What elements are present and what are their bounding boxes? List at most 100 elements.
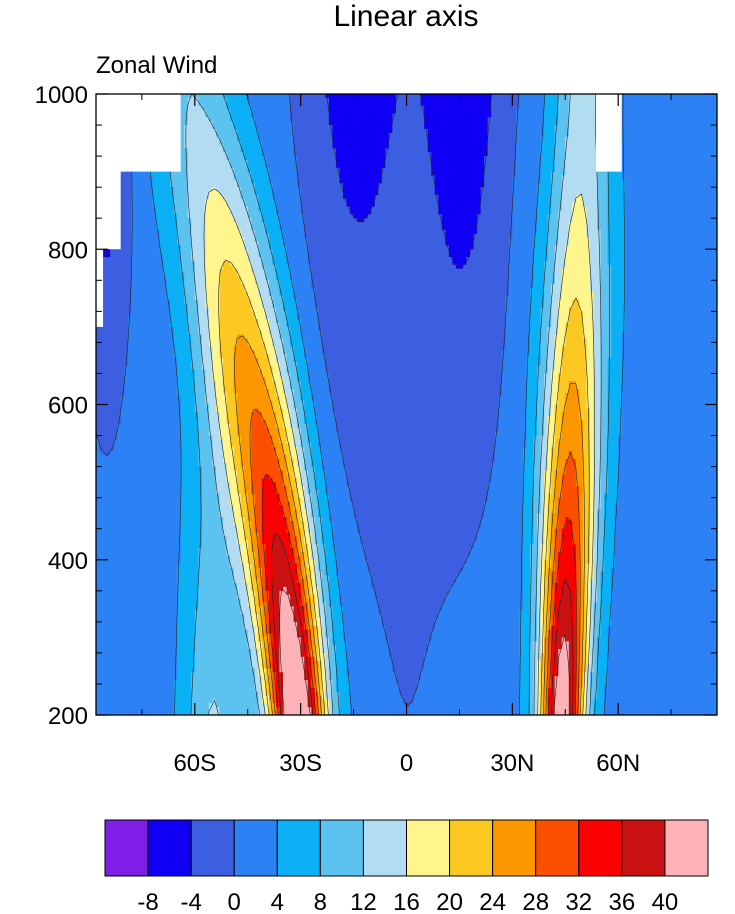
contour-cell — [445, 168, 449, 172]
contour-cell — [251, 148, 255, 152]
contour-cell — [675, 144, 679, 148]
contour-cell — [368, 121, 372, 125]
contour-cell — [710, 98, 714, 102]
contour-cell — [484, 144, 488, 148]
contour-cell — [470, 152, 474, 156]
contour-cell — [678, 199, 682, 203]
contour-cell — [459, 110, 463, 114]
contour-cell — [389, 179, 393, 183]
contour-cell — [481, 110, 485, 114]
contour-cell — [385, 172, 389, 176]
contour-cell — [258, 172, 262, 176]
contour-cell — [244, 172, 248, 176]
contour-cell — [209, 195, 213, 199]
contour-cell — [265, 144, 269, 148]
contour-cell — [477, 125, 481, 129]
contour-cell — [378, 152, 382, 156]
contour-cell — [202, 125, 206, 129]
contour-cell — [534, 137, 538, 141]
contour-cell — [477, 94, 481, 98]
contour-cell — [477, 117, 481, 121]
contour-cell — [407, 106, 411, 110]
contour-cell — [604, 199, 608, 203]
contour-cell — [632, 137, 636, 141]
contour-cell — [569, 121, 573, 125]
contour-cell — [361, 141, 365, 145]
contour-cell — [477, 113, 481, 117]
contour-cell — [322, 113, 326, 117]
contour-cell — [502, 156, 506, 160]
contour-cell — [488, 137, 492, 141]
contour-cell — [177, 179, 181, 183]
contour-cell — [354, 110, 358, 114]
contour-cell — [269, 133, 273, 137]
contour-cell — [276, 152, 280, 156]
contour-cell — [424, 94, 428, 98]
contour-cell — [329, 191, 333, 195]
contour-cell — [650, 121, 654, 125]
contour-cell — [301, 183, 305, 187]
contour-cell — [403, 144, 407, 148]
contour-cell — [548, 137, 552, 141]
contour-cell — [696, 187, 700, 191]
contour-cell — [692, 168, 696, 172]
contour-cell — [347, 137, 351, 141]
contour-cell — [188, 179, 192, 183]
contour-cell — [294, 129, 298, 133]
contour-cell — [181, 144, 185, 148]
contour-cell — [445, 98, 449, 102]
contour-cell — [579, 183, 583, 187]
contour-cell — [332, 168, 336, 172]
contour-cell — [138, 183, 142, 187]
contour-cell — [456, 191, 460, 195]
contour-cell — [152, 199, 156, 203]
contour-cell — [255, 137, 259, 141]
contour-cell — [650, 176, 654, 180]
contour-cell — [474, 164, 478, 168]
contour-cell — [128, 179, 132, 183]
contour-cell — [664, 176, 668, 180]
contour-cell — [544, 102, 548, 106]
contour-cell — [195, 203, 199, 207]
contour-cell — [382, 98, 386, 102]
contour-cell — [325, 156, 329, 160]
contour-cell — [474, 137, 478, 141]
contour-cell — [343, 133, 347, 137]
contour-cell — [339, 168, 343, 172]
contour-cell — [375, 113, 379, 117]
contour-cell — [290, 113, 294, 117]
contour-cell — [685, 129, 689, 133]
contour-cell — [255, 152, 259, 156]
contour-cell — [269, 148, 273, 152]
contour-cell — [308, 106, 312, 110]
contour-cell — [639, 160, 643, 164]
contour-cell — [361, 176, 365, 180]
contour-cell — [371, 133, 375, 137]
contour-cell — [251, 125, 255, 129]
contour-cell — [558, 144, 562, 148]
contour-cell — [368, 199, 372, 203]
contour-cell — [639, 141, 643, 145]
contour-cell — [689, 160, 693, 164]
contour-cell — [569, 129, 573, 133]
contour-cell — [572, 183, 576, 187]
contour-cell — [304, 172, 308, 176]
contour-cell — [685, 152, 689, 156]
contour-cell — [248, 183, 252, 187]
contour-cell — [534, 187, 538, 191]
contour-cell — [269, 113, 273, 117]
contour-cell — [671, 141, 675, 145]
contour-cell — [212, 113, 216, 117]
contour-cell — [477, 164, 481, 168]
contour-cell — [699, 106, 703, 110]
contour-cell — [449, 191, 453, 195]
contour-cell — [618, 172, 622, 176]
contour-cell — [459, 191, 463, 195]
contour-cell — [311, 94, 315, 98]
contour-cell — [548, 125, 552, 129]
contour-cell — [636, 195, 640, 199]
contour-cell — [551, 102, 555, 106]
contour-cell — [685, 113, 689, 117]
contour-cell — [435, 144, 439, 148]
contour-cell — [272, 110, 276, 114]
